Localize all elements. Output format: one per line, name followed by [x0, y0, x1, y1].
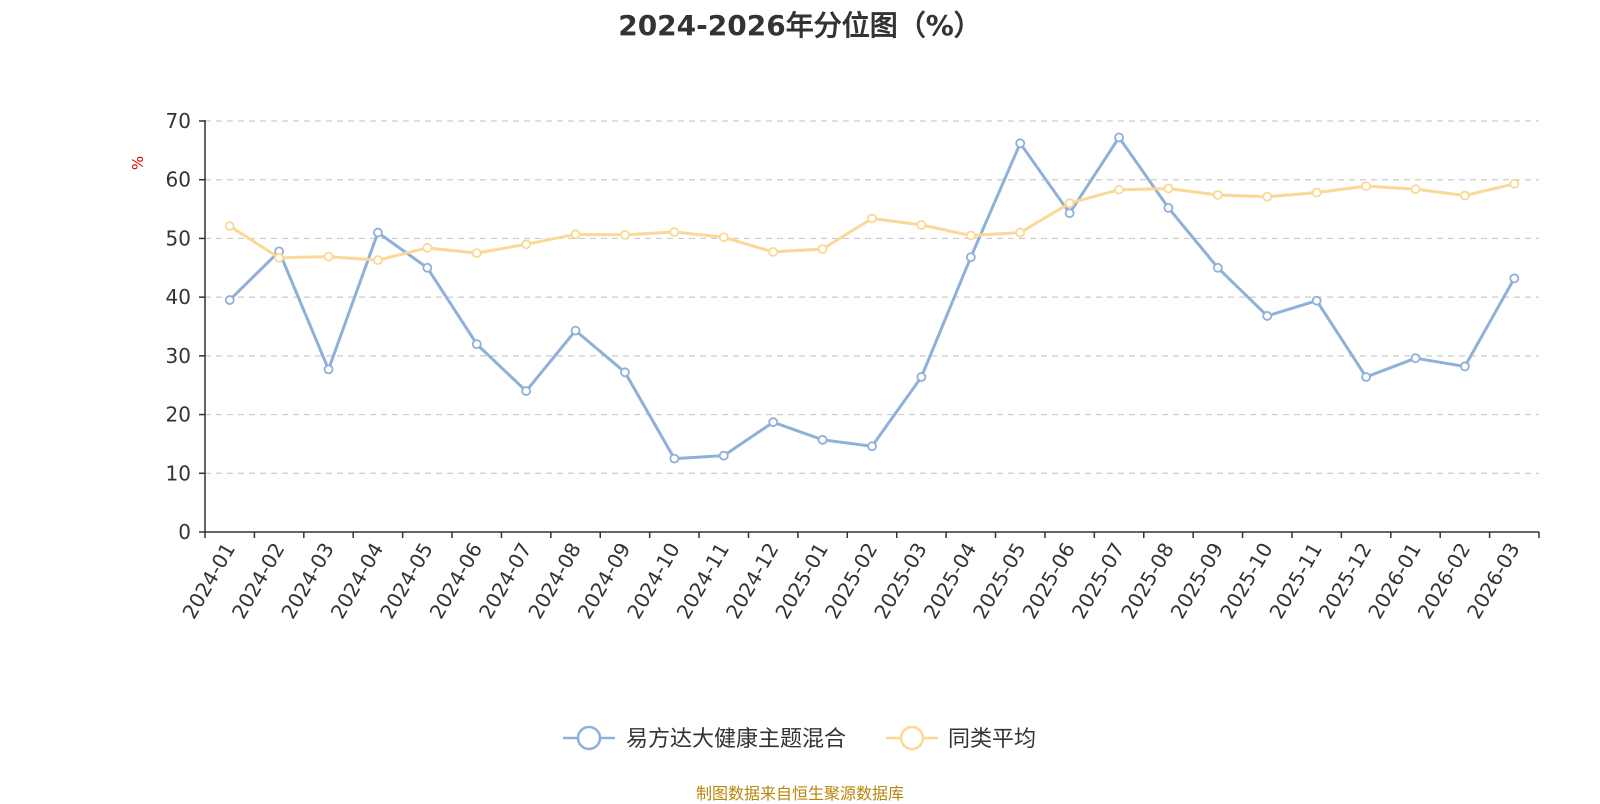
data-point: [521, 239, 532, 250]
source-note: 制图数据来自恒生聚源数据库: [695, 784, 904, 803]
data-point: [669, 453, 680, 464]
data-point: [817, 244, 828, 254]
data-point: [1459, 361, 1470, 372]
data-point: [1114, 184, 1124, 195]
data-point: [274, 252, 285, 263]
data-point: [1361, 181, 1371, 192]
data-point: [1459, 190, 1470, 201]
data-point: [1015, 138, 1026, 149]
data-point: [916, 220, 927, 230]
legend-label: 易方达大健康主题混合: [626, 727, 846, 752]
data-point: [1114, 132, 1124, 143]
y-axis-unit-label: %: [129, 156, 147, 170]
data-point: [323, 364, 334, 375]
data-point: [768, 417, 779, 428]
data-point: [1064, 208, 1075, 219]
legend: 易方达大健康主题混合 同类平均: [563, 725, 1036, 752]
data-point: [1212, 262, 1223, 273]
data-point: [1410, 353, 1421, 364]
data-point: [471, 248, 482, 259]
data-point: [718, 232, 729, 243]
data-point: [224, 221, 235, 231]
data-point: [422, 242, 433, 253]
data-point: [1212, 190, 1223, 200]
series-line: [228, 135, 1516, 461]
data-point: [1311, 187, 1322, 198]
data-point: [1163, 183, 1174, 194]
data-point: [768, 247, 779, 257]
data-point: [1361, 372, 1371, 382]
data-point: [867, 441, 877, 452]
legend-label: 同类平均: [948, 727, 1036, 752]
data-point: [224, 295, 235, 305]
data-point: [620, 367, 630, 378]
series-lines: [224, 132, 1520, 464]
y-tick-label: 30: [166, 344, 191, 368]
data-point: [471, 339, 482, 350]
data-point: [422, 262, 433, 273]
data-point: [867, 213, 877, 224]
legend-swatch-marker: [576, 725, 602, 751]
y-tick-label: 0: [178, 520, 191, 544]
y-tick-label: 40: [166, 285, 191, 309]
data-point: [1262, 191, 1273, 202]
data-point: [965, 230, 976, 241]
grid-lines: [205, 120, 1539, 474]
chart-title: 2024-2026年分位图（%）: [618, 9, 982, 42]
legend-swatch-marker: [899, 725, 925, 751]
line-chart: 0102030405060702024-012024-022024-032024…: [129, 109, 1540, 752]
data-point: [817, 434, 828, 445]
axes: 0102030405060702024-012024-022024-032024…: [166, 109, 1540, 623]
data-point: [1163, 202, 1174, 213]
data-point: [718, 450, 729, 461]
data-point: [965, 252, 976, 263]
data-point: [1410, 184, 1421, 195]
data-point: [323, 251, 334, 262]
data-point: [570, 229, 581, 240]
y-tick-label: 60: [166, 168, 191, 192]
data-point: [373, 227, 383, 238]
data-point: [916, 372, 927, 382]
data-point: [570, 325, 581, 336]
data-point: [620, 230, 630, 240]
y-tick-label: 50: [166, 226, 191, 250]
y-tick-label: 20: [166, 403, 191, 427]
data-point: [521, 386, 532, 396]
data-point: [1509, 273, 1520, 284]
data-point: [373, 255, 383, 266]
data-point: [1509, 178, 1520, 189]
data-point: [1262, 311, 1273, 321]
data-point: [1064, 198, 1075, 209]
data-point: [1311, 295, 1322, 306]
y-tick-label: 10: [166, 461, 191, 485]
data-point: [1015, 227, 1026, 238]
y-tick-label: 70: [166, 109, 191, 133]
data-point: [669, 227, 680, 237]
